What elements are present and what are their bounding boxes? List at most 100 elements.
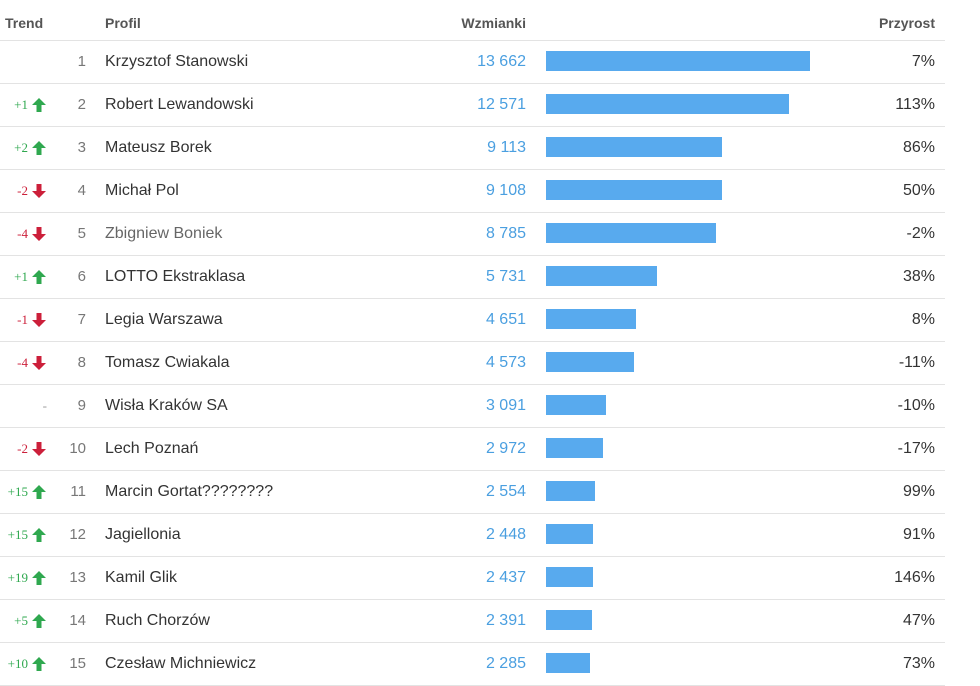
table-row[interactable]: +10 15 Czesław Michniewicz 2 285 73% (0, 643, 945, 686)
mentions-count: 12 571 (477, 96, 526, 113)
trend-indicator: -2 (17, 440, 47, 458)
trend-value: -2 (17, 183, 28, 198)
table-row[interactable]: +1 6 LOTTO Ekstraklasa 5 731 38% (0, 256, 945, 299)
mentions-count: 2 391 (485, 612, 526, 629)
rank-number: 5 (77, 225, 86, 242)
trend-value: +1 (14, 269, 28, 284)
mentions-bar (546, 137, 722, 157)
growth-percent: 47% (902, 612, 935, 629)
growth-percent: 8% (911, 311, 935, 328)
table-row[interactable]: -4 5 Zbigniew Boniek 8 785 -2% (0, 213, 945, 256)
growth-percent: 99% (902, 483, 935, 500)
mentions-count: 9 113 (487, 139, 526, 156)
table-row[interactable]: +19 13 Kamil Glik 2 437 146% (0, 557, 945, 600)
mentions-count: 8 785 (485, 225, 526, 242)
profile-name-link[interactable]: LOTTO Ekstraklasa (105, 268, 246, 285)
table-row[interactable]: +2 3 Mateusz Borek 9 113 86% (0, 127, 945, 170)
profile-name-link[interactable]: Krzysztof Stanowski (105, 53, 249, 70)
growth-percent: 38% (902, 268, 935, 285)
mentions-bar (546, 481, 595, 501)
mentions-count: 2 972 (485, 440, 526, 457)
mentions-bar (546, 524, 593, 544)
trend-indicator: -2 (17, 182, 47, 200)
trend-value: +15 (7, 484, 28, 499)
rank-number: 6 (77, 268, 86, 285)
rank-number: 12 (69, 526, 86, 543)
rank-number: 4 (77, 182, 86, 199)
profile-name-link[interactable]: Ruch Chorzów (105, 612, 210, 629)
table-row[interactable]: -1 7 Legia Warszawa 4 651 8% (0, 299, 945, 342)
mentions-count: 3 091 (485, 397, 526, 414)
rank-number: 3 (77, 139, 86, 156)
trend-indicator: - (43, 397, 47, 415)
table-row[interactable]: +5 14 Ruch Chorzów 2 391 47% (0, 600, 945, 643)
trend-indicator: -1 (17, 311, 47, 329)
arrow-up-icon (31, 527, 47, 543)
table-row[interactable]: +1 2 Robert Lewandowski 12 571 113% (0, 84, 945, 127)
trend-indicator: +1 (14, 96, 47, 114)
table-row[interactable]: +15 11 Marcin Gortat???????? 2 554 99% (0, 471, 945, 514)
trend-value: -1 (17, 312, 28, 327)
profile-name-link[interactable]: Czesław Michniewicz (105, 655, 257, 672)
mentions-bar (546, 567, 593, 587)
trend-indicator: +10 (8, 655, 47, 673)
rank-number: 14 (69, 612, 86, 629)
rank-number: 11 (70, 483, 86, 500)
trend-value: +2 (14, 140, 28, 155)
column-header-wzmianki[interactable]: Wzmianki (461, 15, 526, 31)
rank-number: 8 (77, 354, 86, 371)
growth-percent: 146% (894, 569, 935, 586)
mentions-count: 5 731 (485, 268, 526, 285)
arrow-up-icon (31, 140, 47, 156)
profile-name-link[interactable]: Legia Warszawa (105, 311, 223, 328)
trend-value: +10 (7, 656, 28, 671)
trend-indicator: +5 (14, 612, 47, 630)
profile-name-link[interactable]: Wisła Kraków SA (105, 397, 228, 414)
trend-value: +19 (7, 570, 28, 585)
growth-percent: 86% (902, 139, 935, 156)
mentions-count: 2 554 (485, 483, 526, 500)
arrow-down-icon (31, 355, 47, 371)
mentions-bar (546, 51, 810, 71)
profile-name-link[interactable]: Jagiellonia (105, 526, 181, 543)
trend-indicator: +19 (8, 569, 47, 587)
arrow-down-icon (31, 441, 47, 457)
trend-value: -2 (17, 441, 28, 456)
mentions-count: 9 108 (485, 182, 526, 199)
arrow-up-icon (31, 613, 47, 629)
table-row[interactable]: +15 12 Jagiellonia 2 448 91% (0, 514, 945, 557)
mentions-count: 2 285 (485, 655, 526, 672)
mentions-bar (546, 395, 606, 415)
column-header-przyrost[interactable]: Przyrost (878, 15, 935, 31)
profile-name-link[interactable]: Lech Poznań (105, 440, 199, 457)
table-body: 1 Krzysztof Stanowski 13 662 7% +1 2 Robert Le… (0, 41, 945, 686)
table-row[interactable]: -2 10 Lech Poznań 2 972 -17% (0, 428, 945, 471)
table-row[interactable]: -2 4 Michał Pol 9 108 50% (0, 170, 945, 213)
growth-percent: 7% (911, 53, 935, 70)
trend-value: - (42, 398, 47, 413)
profile-name-link[interactable]: Tomasz Cwiakala (105, 354, 230, 371)
profile-name-link[interactable]: Zbigniew Boniek (105, 225, 223, 242)
mentions-count: 13 662 (477, 53, 526, 70)
growth-percent: -11% (898, 354, 935, 371)
mentions-bar (546, 438, 603, 458)
trend-value: +1 (14, 97, 28, 112)
table-row[interactable]: - 9 Wisła Kraków SA 3 091 -10% (0, 385, 945, 428)
profile-name-link[interactable]: Mateusz Borek (105, 139, 212, 156)
mentions-bar (546, 94, 789, 114)
mentions-bar (546, 266, 657, 286)
rank-number: 1 (77, 53, 86, 70)
profile-name-link[interactable]: Marcin Gortat???????? (105, 483, 274, 500)
trend-indicator: -4 (17, 225, 47, 243)
table-row[interactable]: -4 8 Tomasz Cwiakala 4 573 -11% (0, 342, 945, 385)
rank-number: 7 (77, 311, 86, 328)
table-row[interactable]: 1 Krzysztof Stanowski 13 662 7% (0, 41, 945, 84)
column-header-profil[interactable]: Profil (105, 15, 141, 31)
profile-name-link[interactable]: Kamil Glik (105, 569, 178, 586)
growth-percent: 73% (902, 655, 935, 672)
profile-name-link[interactable]: Robert Lewandowski (105, 96, 254, 113)
arrow-down-icon (31, 183, 47, 199)
trend-value: -4 (17, 226, 28, 241)
trend-value: +15 (7, 527, 28, 542)
profile-name-link[interactable]: Michał Pol (105, 182, 179, 199)
